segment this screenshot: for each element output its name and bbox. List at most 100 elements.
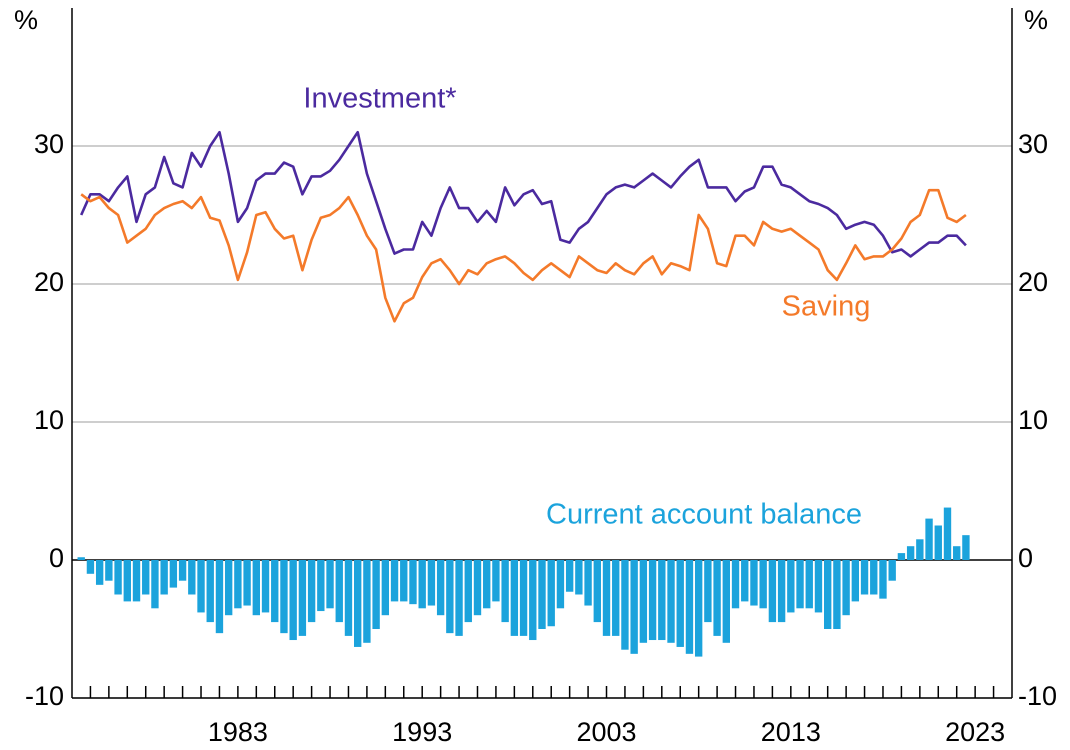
bar — [409, 560, 417, 605]
bar — [538, 560, 546, 629]
bar — [363, 560, 371, 643]
series-label: Investment* — [303, 83, 456, 115]
bar — [713, 560, 721, 636]
bar — [759, 560, 767, 609]
bar — [298, 560, 307, 636]
bar — [962, 535, 970, 560]
x-tick-label: 2023 — [945, 717, 1005, 747]
bar — [934, 525, 942, 560]
bar — [676, 560, 684, 647]
y2-tick-label: 20 — [1018, 267, 1048, 297]
bar — [243, 560, 251, 606]
bar — [105, 560, 113, 581]
y-tick-label: 0 — [49, 543, 64, 573]
bar — [805, 560, 813, 609]
bar — [529, 560, 537, 641]
series-label: Saving — [782, 291, 871, 323]
bar — [851, 560, 860, 602]
bar — [280, 560, 288, 634]
bar — [925, 518, 933, 560]
bar — [390, 560, 399, 602]
bar — [704, 560, 712, 623]
bar — [584, 560, 592, 606]
bar — [906, 546, 915, 560]
y-unit-left: % — [14, 5, 38, 35]
bar — [455, 560, 463, 636]
bar — [694, 560, 703, 657]
bar — [464, 560, 472, 623]
y-tick-label: -10 — [25, 681, 64, 711]
bar — [215, 560, 224, 634]
line — [80, 188, 967, 323]
bar — [224, 560, 233, 616]
bar — [879, 560, 887, 599]
bar — [123, 560, 131, 602]
bar — [483, 560, 491, 609]
bar — [547, 560, 555, 627]
bar — [814, 560, 823, 613]
bar — [565, 560, 574, 592]
bar — [593, 560, 601, 623]
bar — [870, 560, 878, 595]
bar — [188, 560, 196, 595]
bar — [897, 553, 906, 560]
bar — [473, 560, 482, 616]
bar — [436, 560, 445, 616]
x-tick-label: 2003 — [576, 717, 636, 747]
bar — [787, 560, 795, 613]
bar — [95, 560, 104, 585]
bar — [510, 560, 519, 636]
x-tick-label: 1983 — [208, 717, 268, 747]
bar — [289, 560, 297, 641]
bar — [777, 560, 786, 623]
bar — [648, 560, 657, 641]
bar — [206, 560, 214, 623]
bar — [639, 560, 648, 643]
bar — [750, 560, 758, 606]
bar — [501, 560, 509, 623]
bar — [178, 560, 187, 581]
bar — [741, 560, 749, 602]
bar — [132, 560, 141, 602]
bar — [114, 560, 122, 595]
bar — [667, 560, 675, 643]
y-tick-label: 10 — [34, 405, 64, 435]
bar — [354, 560, 362, 647]
x-tick-label: 1993 — [392, 717, 452, 747]
bar — [77, 557, 85, 560]
bar — [271, 560, 279, 623]
bar — [418, 560, 426, 609]
line — [80, 130, 967, 258]
bar — [492, 560, 500, 602]
bar — [151, 560, 159, 609]
bar — [916, 539, 924, 560]
bar — [381, 560, 390, 616]
bar — [575, 560, 583, 595]
bar — [860, 560, 869, 595]
bar — [768, 560, 777, 623]
bar — [888, 560, 896, 581]
bar — [261, 560, 270, 613]
bar — [234, 560, 242, 609]
bar — [685, 560, 694, 654]
bar — [519, 560, 528, 636]
bar — [842, 560, 850, 616]
bar — [86, 560, 95, 574]
y2-tick-label: -10 — [1018, 681, 1057, 711]
bar — [556, 560, 565, 609]
bar — [344, 560, 353, 636]
bar — [722, 560, 730, 643]
bar — [317, 560, 325, 612]
series-label: Current account balance — [546, 499, 862, 531]
bar — [307, 560, 316, 623]
y-unit-right: % — [1024, 5, 1048, 35]
bar — [731, 560, 740, 609]
y-tick-label: 20 — [34, 267, 64, 297]
bar — [833, 560, 841, 629]
bar — [796, 560, 804, 609]
bar — [621, 560, 629, 650]
y2-tick-label: 30 — [1018, 129, 1048, 159]
bar — [446, 560, 454, 634]
bar — [400, 560, 408, 602]
